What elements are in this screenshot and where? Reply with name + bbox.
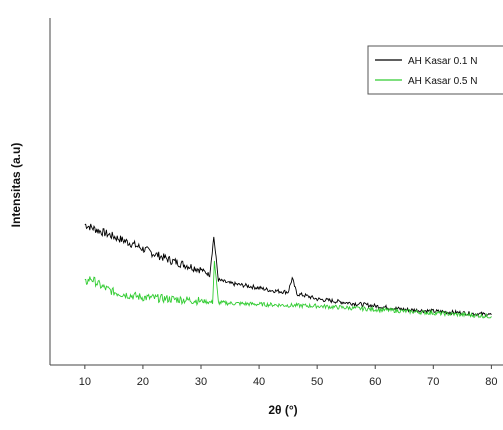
x-tick-label: 20 [137, 376, 149, 388]
legend-label-1: AH Kasar 0.5 N [408, 76, 477, 87]
x-tick-label: 60 [369, 376, 381, 388]
series-line-0 [84, 223, 492, 318]
legend: AH Kasar 0.1 N AH Kasar 0.5 N [367, 45, 503, 95]
series-layer [84, 223, 492, 319]
x-tick-label: 80 [485, 376, 497, 388]
x-tick-label: 70 [427, 376, 439, 388]
series-line-1 [84, 260, 492, 319]
x-tick-label: 30 [195, 376, 207, 388]
x-axis-title: 2θ (°) [268, 403, 297, 417]
y-axis-title: Intensitas (a.u) [9, 143, 23, 228]
x-tick-label: 10 [79, 376, 91, 388]
x-tick-label: 40 [253, 376, 265, 388]
legend-box [367, 45, 503, 95]
legend-label-0: AH Kasar 0.1 N [408, 56, 477, 67]
x-ticks: 10 20 30 40 50 60 70 80 [79, 365, 498, 388]
x-tick-label: 50 [311, 376, 323, 388]
